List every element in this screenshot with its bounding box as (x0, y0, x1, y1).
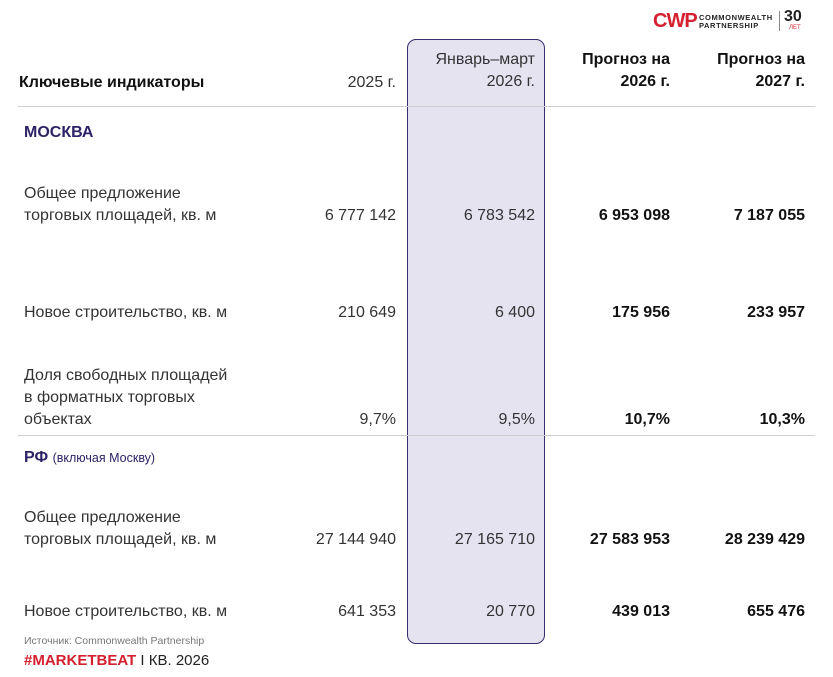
cell-moscow-total-supply-f2026: 6 953 098 (598, 207, 670, 224)
section-title-rf: РФ (включая Москву) (24, 448, 155, 468)
column-header-2025: 2025 г. (347, 74, 396, 91)
row-label-rf-total-supply: Общее предложение торговых площадей, кв.… (24, 509, 217, 548)
footer: #MARKETBEAT I КВ. 2026 (24, 651, 209, 671)
cell-rf-new-construction-f2026: 439 013 (612, 603, 670, 620)
column-header-forecast-2026: Прогноз на 2026 г. (582, 51, 670, 90)
cell-moscow-new-construction-q1-2026: 6 400 (494, 304, 535, 321)
cell-moscow-vacancy-rate-2025: 9,7% (359, 411, 396, 428)
source-note: Источник: Commonwealth Partnership (24, 635, 205, 647)
column-header-forecast-2027: Прогноз на 2027 г. (717, 51, 805, 90)
column-header-q1-2026: Январь–март 2026 г. (435, 51, 535, 90)
cell-moscow-total-supply-2025: 6 777 142 (324, 207, 396, 224)
cell-moscow-vacancy-rate-f2026: 10,7% (624, 411, 670, 428)
row-label-moscow-vacancy-rate: Доля свободных площадей в форматных торг… (24, 367, 228, 428)
table-title: Ключевые индикаторы (19, 74, 205, 91)
highlight-column-q1-2026 (407, 39, 545, 644)
cell-moscow-new-construction-f2026: 175 956 (612, 304, 670, 321)
cell-moscow-vacancy-rate-f2027: 10,3% (759, 411, 805, 428)
logo-name-line2: PARTNERSHIP (699, 21, 759, 30)
footer-separator: I (140, 652, 145, 669)
footer-brand: #MARKETBEAT (24, 652, 137, 669)
logo-mark: CWP (653, 10, 698, 32)
cell-moscow-total-supply-q1-2026: 6 783 542 (463, 207, 535, 224)
section-title-rf-note: (включая Москву) (52, 451, 156, 465)
section-title-rf-name: РФ (24, 449, 49, 466)
cell-rf-total-supply-2025: 27 144 940 (315, 531, 396, 548)
cell-rf-new-construction-2025: 641 353 (338, 603, 396, 620)
cell-rf-new-construction-f2027: 655 476 (747, 603, 805, 620)
cell-rf-total-supply-f2026: 27 583 953 (589, 531, 670, 548)
cwp-logo: CWP COMMONWEALTH PARTNERSHIP 30 ЛЕТ (653, 9, 813, 35)
cell-moscow-new-construction-2025: 210 649 (338, 304, 396, 321)
section-title-moscow: МОСКВА (24, 124, 94, 141)
logo-separator (779, 11, 780, 31)
row-label-moscow-total-supply: Общее предложение торговых площадей, кв.… (24, 185, 217, 224)
header-divider (18, 106, 815, 107)
cell-rf-total-supply-f2027: 28 239 429 (724, 531, 805, 548)
section-divider (18, 435, 815, 436)
cell-rf-new-construction-q1-2026: 20 770 (486, 603, 535, 620)
row-label-rf-new-construction: Новое строительство, кв. м (24, 603, 228, 620)
row-label-moscow-new-construction: Новое строительство, кв. м (24, 304, 228, 321)
logo-name-line1: COMMONWEALTH (699, 13, 773, 22)
cell-moscow-vacancy-rate-q1-2026: 9,5% (498, 411, 535, 428)
cell-rf-total-supply-q1-2026: 27 165 710 (454, 531, 535, 548)
cell-moscow-new-construction-f2027: 233 957 (747, 304, 805, 321)
cell-moscow-total-supply-f2027: 7 187 055 (733, 207, 805, 224)
logo-company-name: COMMONWEALTH PARTNERSHIP (699, 14, 779, 30)
logo-anniversary: 30 (784, 8, 802, 25)
logo-anniversary-unit: ЛЕТ (789, 25, 801, 31)
footer-period: КВ. 2026 (148, 652, 210, 669)
